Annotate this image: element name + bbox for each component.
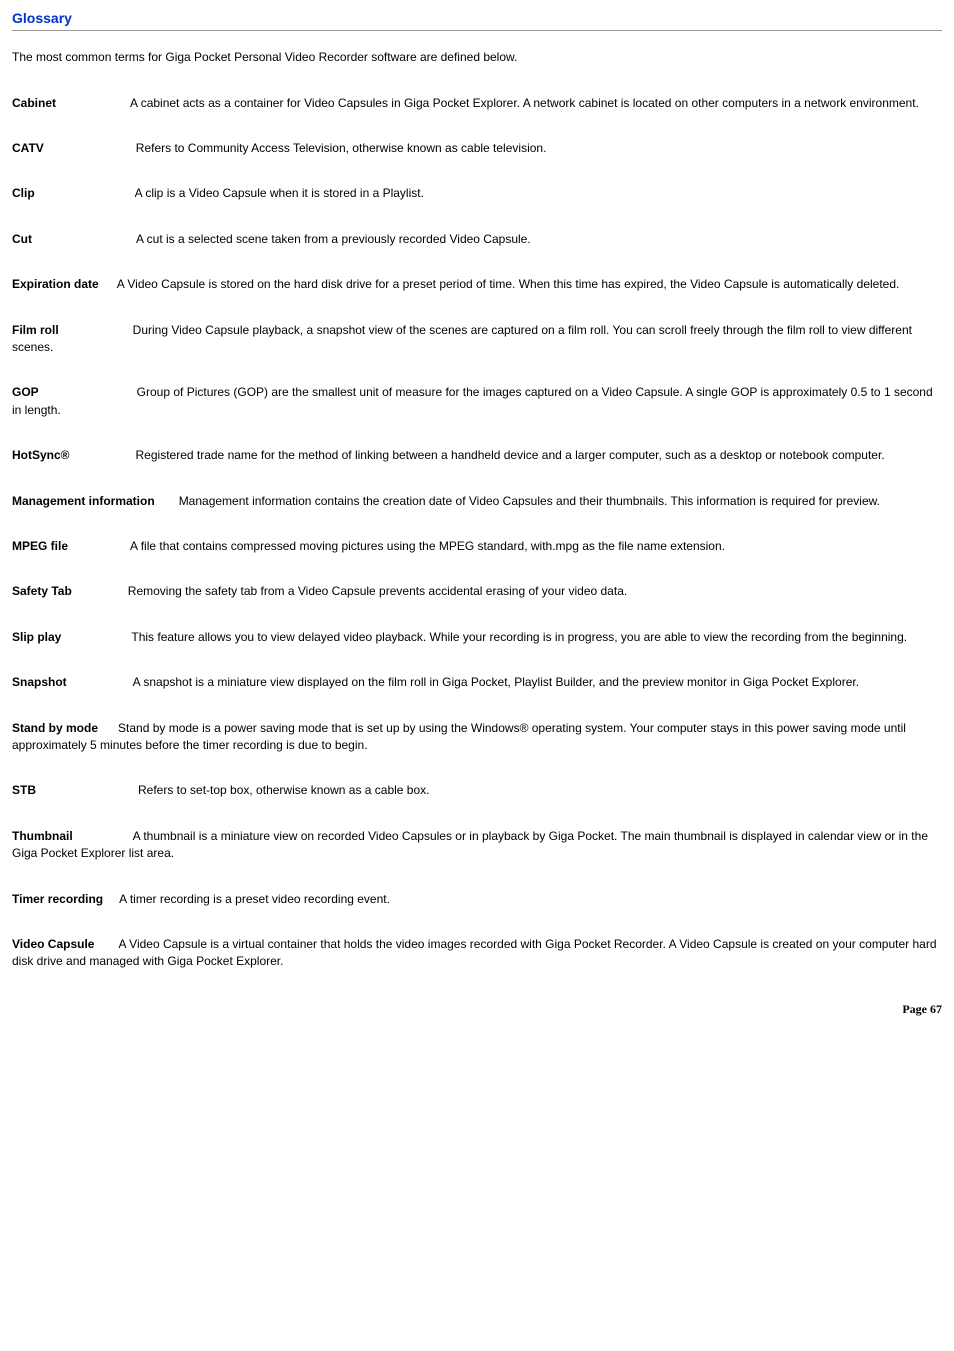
glossary-definition: A cabinet acts as a container for Video … [130,96,919,110]
glossary-term: Thumbnail [12,829,73,843]
glossary-definition: A timer recording is a preset video reco… [119,892,390,906]
glossary-definition: Registered trade name for the method of … [136,448,885,462]
glossary-term: STB [12,783,36,797]
glossary-entry: Slip play This feature allows you to view… [12,629,942,646]
glossary-entry: STB Refers to set-top box, otherwise know… [12,782,942,799]
glossary-term: Snapshot [12,675,67,689]
glossary-term: Stand by mode [12,721,98,735]
glossary-entry: Snapshot A snapshot is a miniature view d… [12,674,942,691]
glossary-term: Expiration date [12,277,99,291]
glossary-term: Timer recording [12,892,103,906]
glossary-definition: Refers to set-top box, otherwise known a… [138,783,430,797]
glossary-entry: Cut A cut is a selected scene taken from … [12,231,942,248]
glossary-definition: A clip is a Video Capsule when it is sto… [135,186,424,200]
page-title: Glossary [12,8,942,31]
glossary-entry: MPEG file A file that contains compressed… [12,538,942,555]
glossary-term: Cabinet [12,96,56,110]
page-num-value: 67 [930,1002,942,1016]
page-label: Page [902,1002,927,1016]
glossary-entry: Film rollDuring Video Capsule playback, … [12,322,942,357]
glossary-term: Management information [12,494,155,508]
glossary-definition: This feature allows you to view delayed … [131,630,907,644]
glossary-entry: Safety Tab Removing the safety tab from a… [12,583,942,600]
glossary-definition: A cut is a selected scene taken from a p… [136,232,531,246]
glossary-term: Video Capsule [12,937,94,951]
glossary-definition: Management information contains the crea… [179,494,880,508]
glossary-term: Safety Tab [12,584,72,598]
glossary-entry: Timer recording A timer recording is a pr… [12,891,942,908]
glossary-term: CATV [12,141,44,155]
glossary-definition: A snapshot is a miniature view displayed… [133,675,859,689]
glossary-definition: Refers to Community Access Television, o… [136,141,547,155]
glossary-entry: CATV Refers to Community Access Televisio… [12,140,942,157]
glossary-definition: Stand by mode is a power saving mode tha… [12,721,906,752]
glossary-term: Slip play [12,630,61,644]
glossary-term: MPEG file [12,539,68,553]
glossary-term: GOP [12,385,39,399]
glossary-term: Clip [12,186,35,200]
glossary-definition: A Video Capsule is a virtual container t… [12,937,937,968]
glossary-entry: Clip A clip is a Video Capsule when it is… [12,185,942,202]
intro-text: The most common terms for Giga Pocket Pe… [12,49,942,66]
glossary-definition: During Video Capsule playback, a snapsho… [12,323,912,354]
glossary-term: Film roll [12,323,59,337]
glossary-entry: Cabinet A cabinet acts as a container for… [12,95,942,112]
glossary-definition: Group of Pictures (GOP) are the smallest… [12,385,933,416]
glossary-entry: GOPGroup of Pictures (GOP) are the small… [12,384,942,419]
glossary-term: Cut [12,232,32,246]
glossary-entry: HotSync® Registered trade name for the me… [12,447,942,464]
glossary-definition: A thumbnail is a miniature view on recor… [12,829,928,860]
glossary-term: HotSync® [12,448,70,462]
glossary-entry: Stand by modeStand by mode is a power sa… [12,720,942,755]
glossary-definition: A file that contains compressed moving p… [130,539,725,553]
glossary-entry: Management information Management informa… [12,493,942,510]
glossary-entries: Cabinet A cabinet acts as a container for… [12,95,942,971]
glossary-entry: Video CapsuleA Video Capsule is a virtua… [12,936,942,971]
glossary-entry: ThumbnailA thumbnail is a miniature view… [12,828,942,863]
glossary-definition: Removing the safety tab from a Video Cap… [128,584,627,598]
page-number: Page 67 [12,1001,942,1018]
glossary-entry: Expiration date A Video Capsule is stored… [12,276,942,293]
glossary-definition: A Video Capsule is stored on the hard di… [117,277,900,291]
